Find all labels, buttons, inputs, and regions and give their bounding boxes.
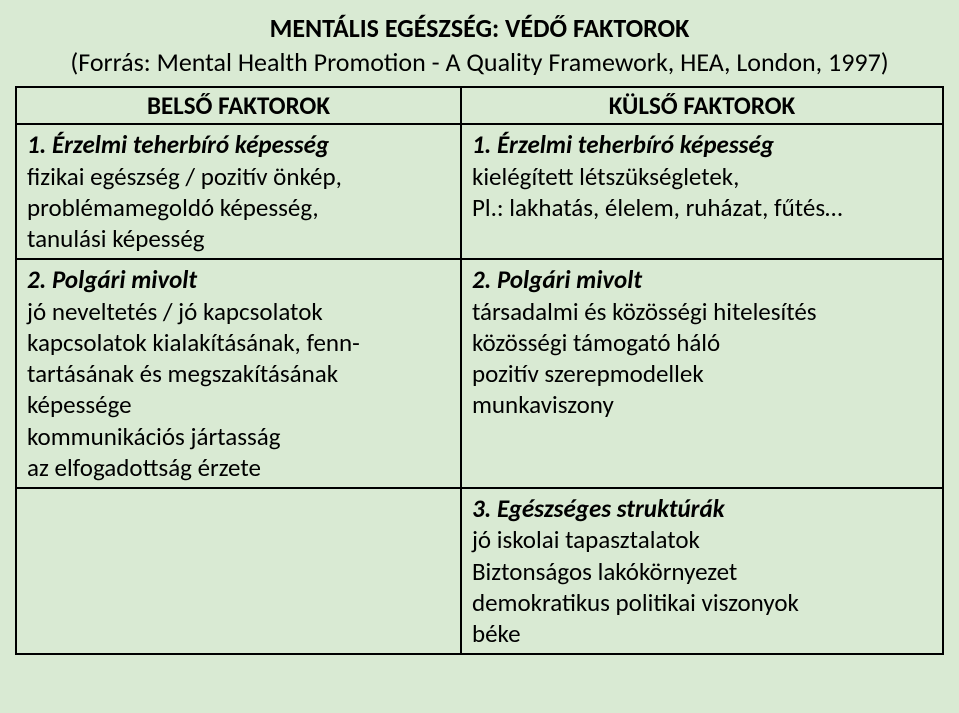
row2-right-line3: pozitív szerepmodellek [472, 358, 704, 389]
cell-row3-left [16, 488, 461, 654]
factors-table: BELSŐ FAKTOROK KÜLSŐ FAKTOROK 1. Érzelmi… [15, 86, 944, 655]
row2-right-line4: munkaviszony [472, 389, 614, 420]
header-left: BELSŐ FAKTOROK [16, 87, 461, 124]
row1-right-line2: Pl.: lakhatás, élelem, ruházat, fűtés… [472, 192, 842, 223]
table-header-row: BELSŐ FAKTOROK KÜLSŐ FAKTOROK [16, 87, 943, 124]
table-row: 1. Érzelmi teherbíró képesség fizikai eg… [16, 124, 943, 259]
row1-right-line1: kielégített létszükségletek, [472, 161, 739, 192]
cell-row3-right: 3. Egészséges struktúrák jó iskolai tapa… [461, 488, 943, 654]
row2-right-heading: 2. Polgári mivolt [472, 264, 642, 295]
page-subtitle: (Forrás: Mental Health Promotion - A Qua… [15, 46, 944, 78]
cell-row1-left: 1. Érzelmi teherbíró képesség fizikai eg… [16, 124, 461, 259]
row3-right-line3: demokratikus politikai viszonyok [472, 587, 799, 618]
table-row: 2. Polgári mivolt jó neveltetés / jó kap… [16, 259, 943, 488]
row2-left-line5: kommunikációs jártasság [27, 421, 281, 452]
row1-left-heading: 1. Érzelmi teherbíró képesség [27, 129, 329, 160]
row3-right-line1: jó iskolai tapasztalatok [472, 524, 700, 555]
row2-left-line1: jó neveltetés / jó kapcsolatok [27, 296, 323, 327]
row3-right-heading: 3. Egészséges struktúrák [472, 493, 725, 524]
row2-left-line4: képessége [27, 389, 132, 420]
cell-row2-left: 2. Polgári mivolt jó neveltetés / jó kap… [16, 259, 461, 488]
row2-left-line6: az elfogadottság érzete [27, 452, 261, 483]
row1-left-line1: fizikai egészség / pozitív önkép, [27, 161, 342, 192]
row3-right-line2: Biztonságos lakókörnyezet [472, 556, 737, 587]
row1-left-line2: problémamegoldó képesség, [27, 192, 319, 223]
row2-left-line2: kapcsolatok kialakításának, fenn- [27, 327, 360, 358]
header-right: KÜLSŐ FAKTOROK [461, 87, 943, 124]
cell-row2-right: 2. Polgári mivolt társadalmi és közösség… [461, 259, 943, 488]
row2-right-line1: társadalmi és közösségi hitelesítés [472, 296, 817, 327]
page-title: MENTÁLIS EGÉSZSÉG: VÉDŐ FAKTOROK [15, 12, 944, 44]
cell-row1-right: 1. Érzelmi teherbíró képesség kielégítet… [461, 124, 943, 259]
row3-right-line4: béke [472, 618, 521, 649]
row1-right-heading: 1. Érzelmi teherbíró képesség [472, 129, 774, 160]
row2-left-line3: tartásának és megszakításának [27, 358, 338, 389]
row1-left-line3: tanulási képesség [27, 223, 205, 254]
row2-right-line2: közösségi támogató háló [472, 327, 720, 358]
table-row: 3. Egészséges struktúrák jó iskolai tapa… [16, 488, 943, 654]
row2-left-heading: 2. Polgári mivolt [27, 264, 197, 295]
